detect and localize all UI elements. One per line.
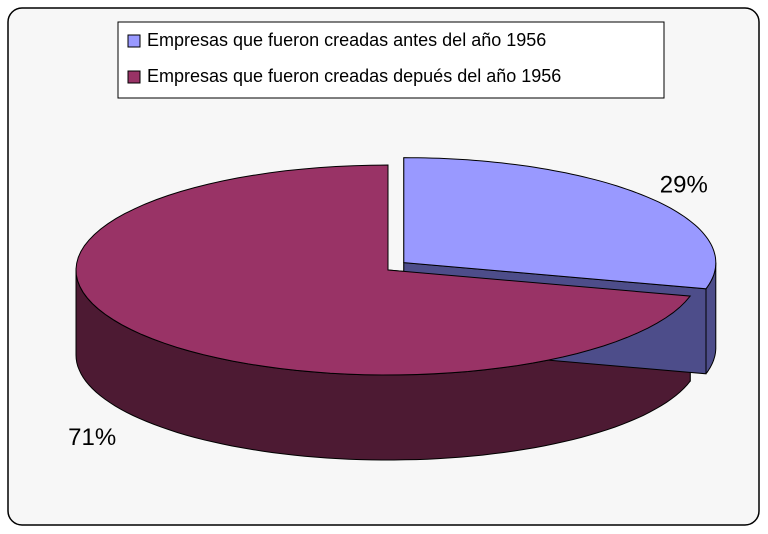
pie-slice (403, 157, 717, 290)
legend-label: Empresas que fueron creadas depués del a… (147, 66, 561, 86)
pie-slice (75, 164, 692, 376)
data-label: 71% (68, 424, 116, 451)
legend-label: Empresas que fueron creadas antes del añ… (147, 30, 546, 50)
legend-swatch (127, 70, 141, 84)
legend-box (117, 21, 665, 99)
legend-swatch (127, 34, 141, 48)
data-label: 29% (660, 172, 708, 199)
